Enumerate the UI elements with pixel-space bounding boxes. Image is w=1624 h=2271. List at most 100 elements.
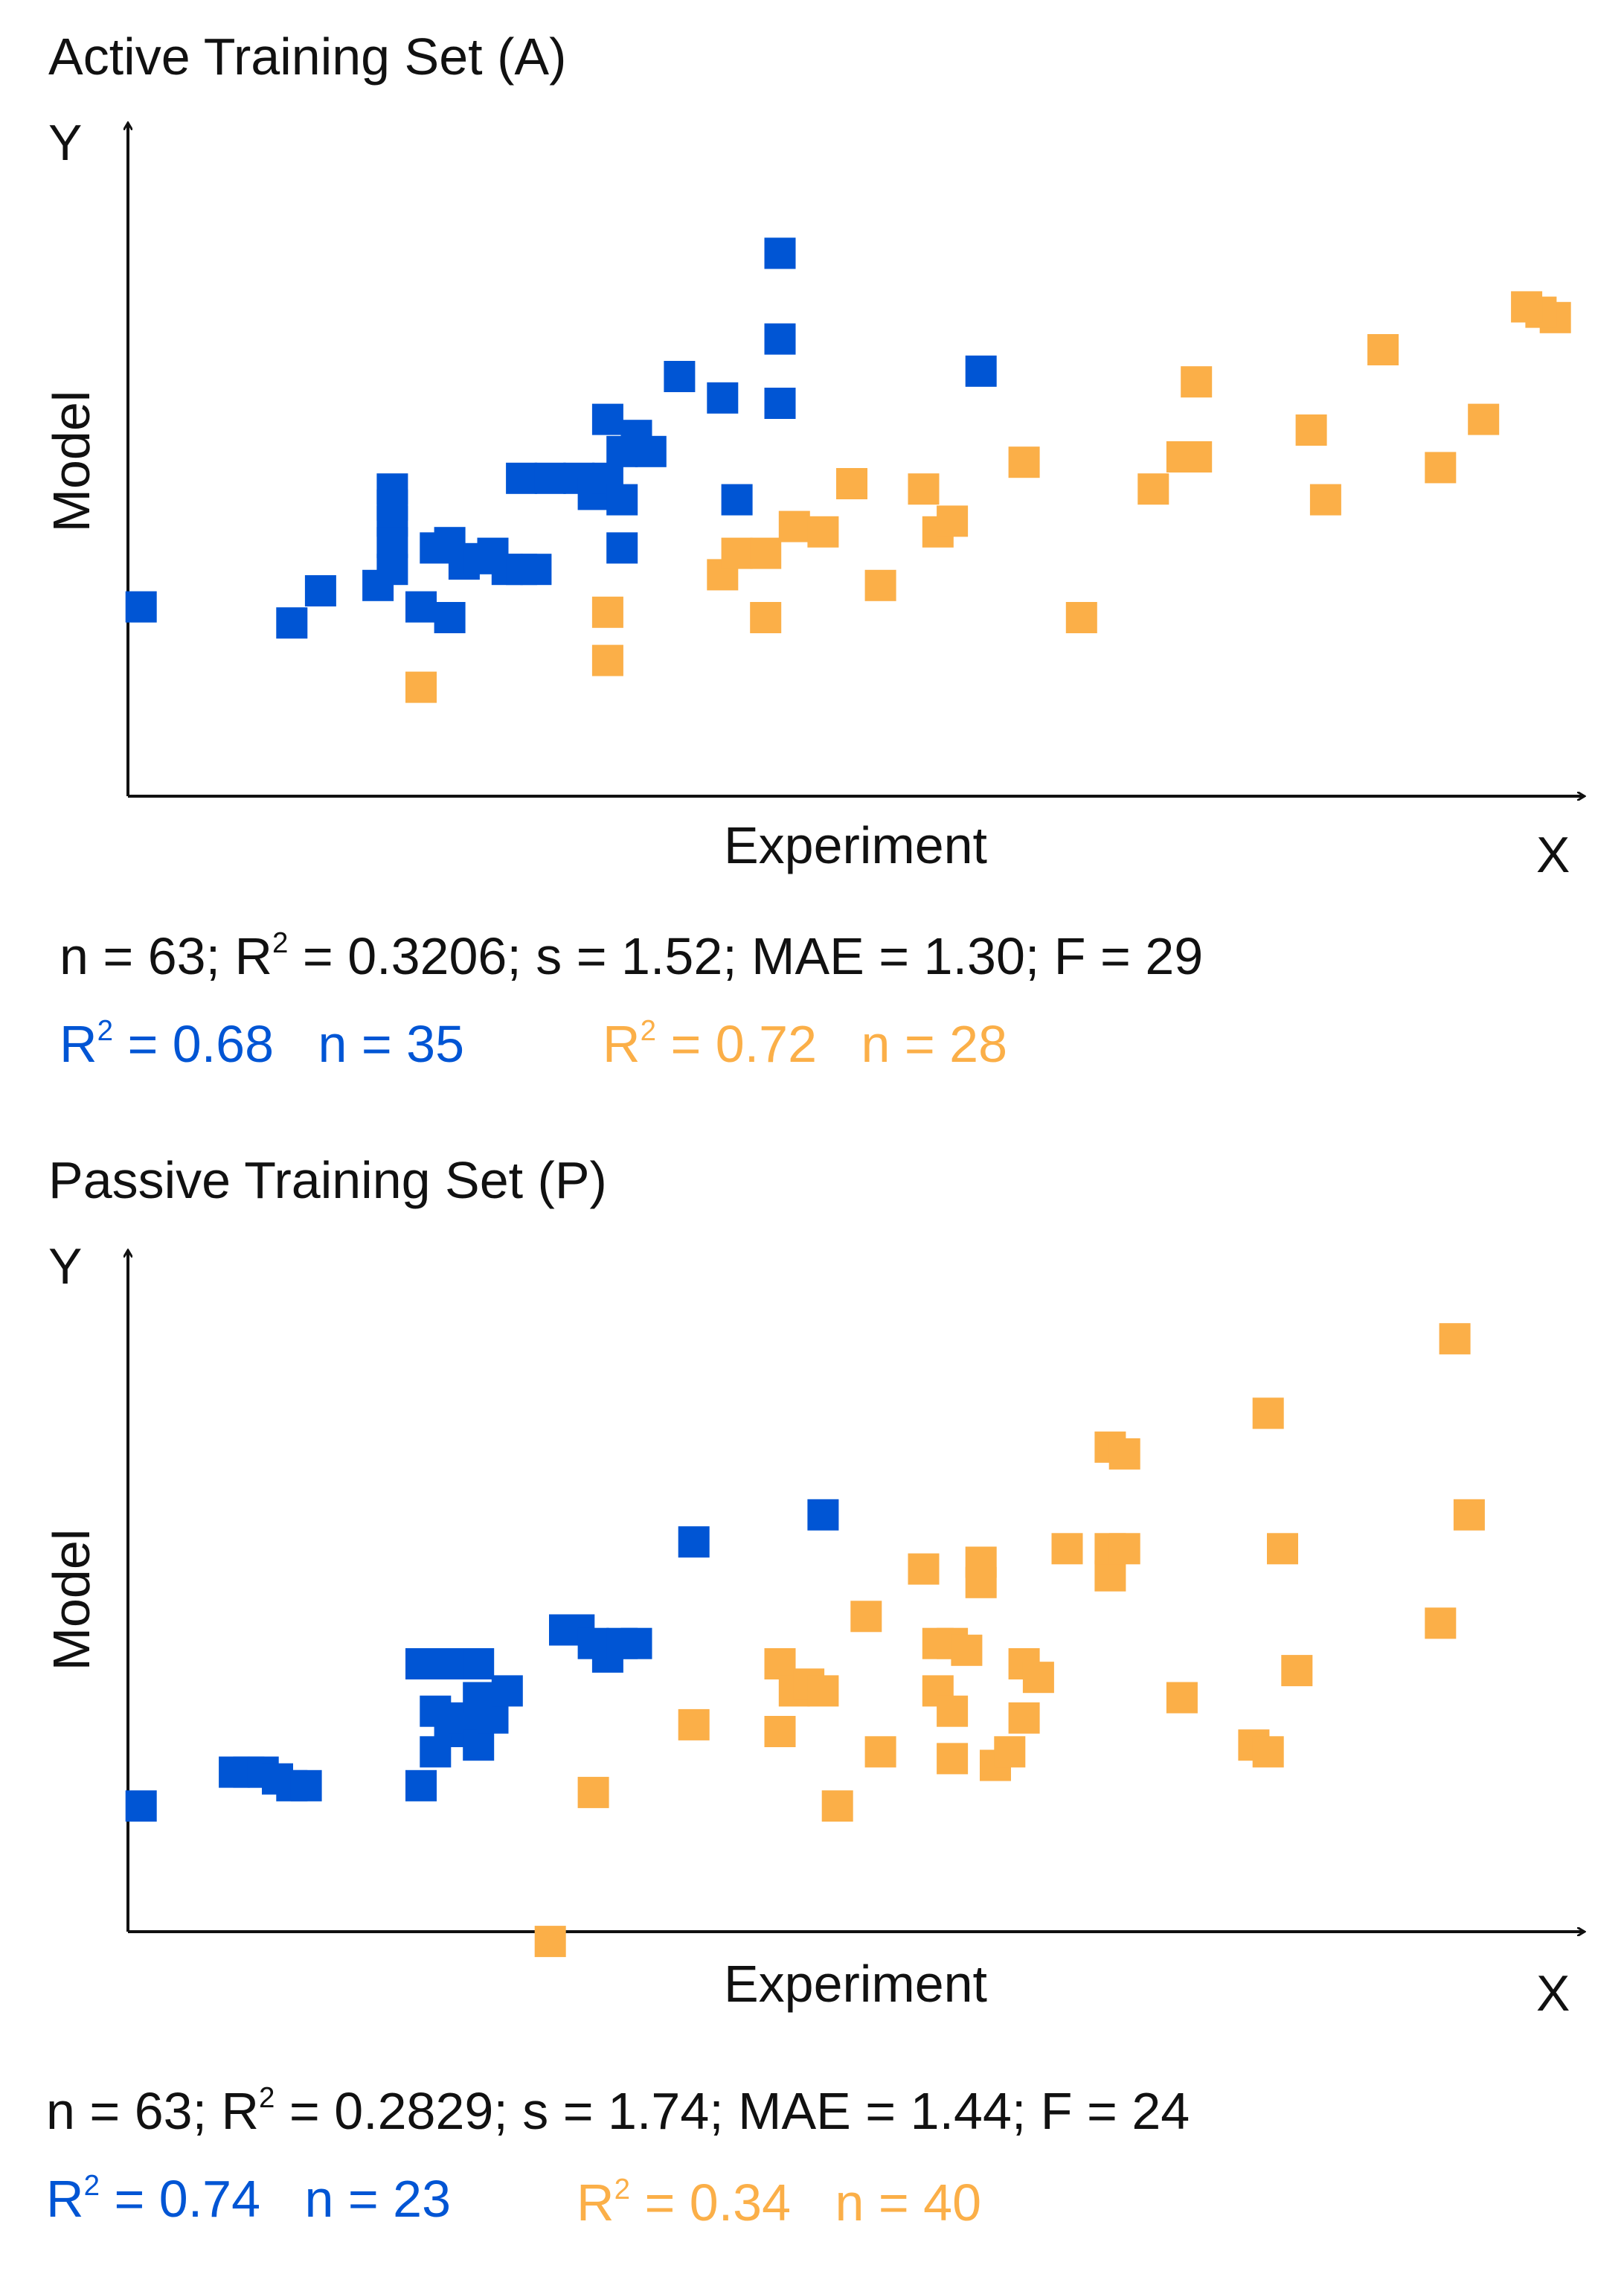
scatter-point-orange xyxy=(1439,1323,1471,1355)
scatter-point-blue xyxy=(405,1769,437,1801)
scatter-point-blue xyxy=(678,1526,710,1558)
scatter-point-orange xyxy=(937,1743,969,1775)
scatter-point-orange xyxy=(821,1790,853,1822)
scatter-point-orange xyxy=(1008,446,1040,478)
subgroup-n: n = 35 xyxy=(318,1015,465,1073)
y-axis-label: Model xyxy=(42,391,100,533)
scatter-point-orange xyxy=(1166,1682,1198,1714)
scatter-point-orange xyxy=(850,1601,882,1633)
scatter-point-orange xyxy=(908,1553,940,1585)
scatter-point-blue xyxy=(520,554,552,586)
scatter-point-blue xyxy=(276,607,308,639)
subgroup-n: n = 40 xyxy=(835,2174,982,2232)
scatter-point-orange xyxy=(591,596,623,628)
subgroup-stats-blue: R2 = 0.74 n = 23 xyxy=(46,2170,452,2228)
scatter-point-blue xyxy=(506,462,538,494)
scatter-point-orange xyxy=(1425,1607,1457,1639)
scatter-point-orange xyxy=(1137,473,1169,505)
stat-r2: R2 = 0.3206; xyxy=(234,927,521,985)
scatter-point-blue xyxy=(125,591,157,623)
scatter-point-orange xyxy=(836,468,867,499)
stat-mae: MAE = 1.30; xyxy=(751,927,1040,985)
scatter-point-blue xyxy=(664,361,696,392)
scatter-point-orange xyxy=(1425,452,1457,484)
scatter-point-orange xyxy=(1468,403,1500,435)
scatter-point-blue xyxy=(764,323,796,355)
scatter-point-orange xyxy=(764,1648,796,1679)
scatter-point-orange xyxy=(750,537,782,569)
scatter-point-orange xyxy=(1051,1533,1083,1565)
scatter-point-blue xyxy=(463,1648,495,1679)
stats-summary-line: n = 63; R2 = 0.2829; s = 1.74; MAE = 1.4… xyxy=(46,2082,1190,2140)
scatter-point-blue xyxy=(125,1790,157,1822)
scatter-point-orange xyxy=(721,537,753,569)
stat-mae: MAE = 1.44; xyxy=(738,2082,1027,2140)
scatter-point-blue xyxy=(477,1702,509,1734)
scatter-point-orange xyxy=(864,1736,896,1768)
scatter-point-orange xyxy=(1367,334,1399,365)
scatter-point-orange xyxy=(1267,1533,1298,1565)
scatter-point-orange xyxy=(591,644,623,676)
scatter-point-orange xyxy=(807,1675,839,1707)
scatter-point-orange xyxy=(1309,484,1341,516)
subgroup-stats-orange: R2 = 0.72 n = 28 xyxy=(603,1016,1007,1070)
scatter-point-orange xyxy=(1065,602,1097,633)
scatter-point-orange xyxy=(750,602,782,633)
subgroup-r2: R2 = 0.74 xyxy=(46,2170,261,2228)
x-axis-label: Experiment xyxy=(724,816,987,874)
chart-title: Passive Training Set (P) xyxy=(48,1151,607,1209)
subgroup-stats-blue: R2 = 0.68 n = 35 xyxy=(60,1015,465,1073)
stat-r2: R2 = 0.2829; xyxy=(221,2082,508,2140)
stat-n: n = 63; xyxy=(60,927,221,985)
scatter-point-blue xyxy=(591,403,623,435)
subgroup-n: n = 23 xyxy=(304,2170,452,2228)
scatter-point-blue xyxy=(376,527,408,559)
scatter-point-blue xyxy=(304,575,336,606)
x-axis-letter: X xyxy=(1536,1965,1570,2022)
scatter-point-blue xyxy=(405,1648,437,1679)
scatter-point-blue xyxy=(807,1499,839,1531)
scatter-point-orange xyxy=(1252,1736,1284,1768)
scatter-point-blue xyxy=(606,484,638,516)
scatter-point-orange xyxy=(1511,291,1543,323)
scatter-point-orange xyxy=(908,473,940,505)
chart-title: Active Training Set (A) xyxy=(48,28,566,86)
y-axis-letter: Y xyxy=(48,115,82,171)
scatter-point-blue xyxy=(405,591,437,623)
scatter-point-blue xyxy=(491,1675,523,1707)
subgroup-r2: R2 = 0.68 xyxy=(60,1015,275,1073)
stat-f: F = 24 xyxy=(1040,2082,1190,2140)
x-axis-letter: X xyxy=(1536,827,1570,883)
scatter-point-orange xyxy=(807,516,839,548)
scatter-point-blue xyxy=(420,1736,452,1768)
subgroup-stats-orange: R2 = 0.34 n = 40 xyxy=(577,2174,982,2232)
scatter-point-orange xyxy=(1295,414,1327,446)
scatter-point-blue xyxy=(534,462,566,494)
scatter-point-orange xyxy=(534,1926,566,1958)
scatter-point-blue xyxy=(635,435,667,467)
chart-passive-training-set: Passive Training Set (P) Y Model Experim… xyxy=(42,1151,1585,2022)
scatter-point-orange xyxy=(1252,1397,1284,1429)
subgroup-r2: R2 = 0.34 xyxy=(577,2174,792,2232)
scatter-point-orange xyxy=(405,671,437,703)
scatter-point-blue xyxy=(721,484,753,516)
stat-n: n = 63; xyxy=(46,2082,208,2140)
scatter-point-orange xyxy=(1181,366,1213,398)
stat-s: s = 1.74; xyxy=(522,2082,724,2140)
scatter-points xyxy=(125,1323,1485,1958)
scatter-point-orange xyxy=(577,1776,609,1808)
stat-f: F = 29 xyxy=(1053,927,1204,985)
scatter-point-blue xyxy=(764,388,796,419)
y-axis-letter: Y xyxy=(48,1238,82,1295)
stats-summary-line: n = 63; R2 = 0.3206; s = 1.52; MAE = 1.3… xyxy=(60,927,1204,985)
scatter-point-orange xyxy=(1281,1655,1313,1687)
scatter-point-orange xyxy=(864,569,896,601)
scatter-point-orange xyxy=(965,1546,997,1578)
scatter-point-orange xyxy=(678,1708,710,1740)
scatter-point-blue xyxy=(764,237,796,269)
scatter-point-orange xyxy=(1453,1499,1485,1531)
y-axis-label: Model xyxy=(42,1529,100,1671)
scatter-point-blue xyxy=(606,532,638,564)
scatter-point-blue xyxy=(620,1627,652,1659)
